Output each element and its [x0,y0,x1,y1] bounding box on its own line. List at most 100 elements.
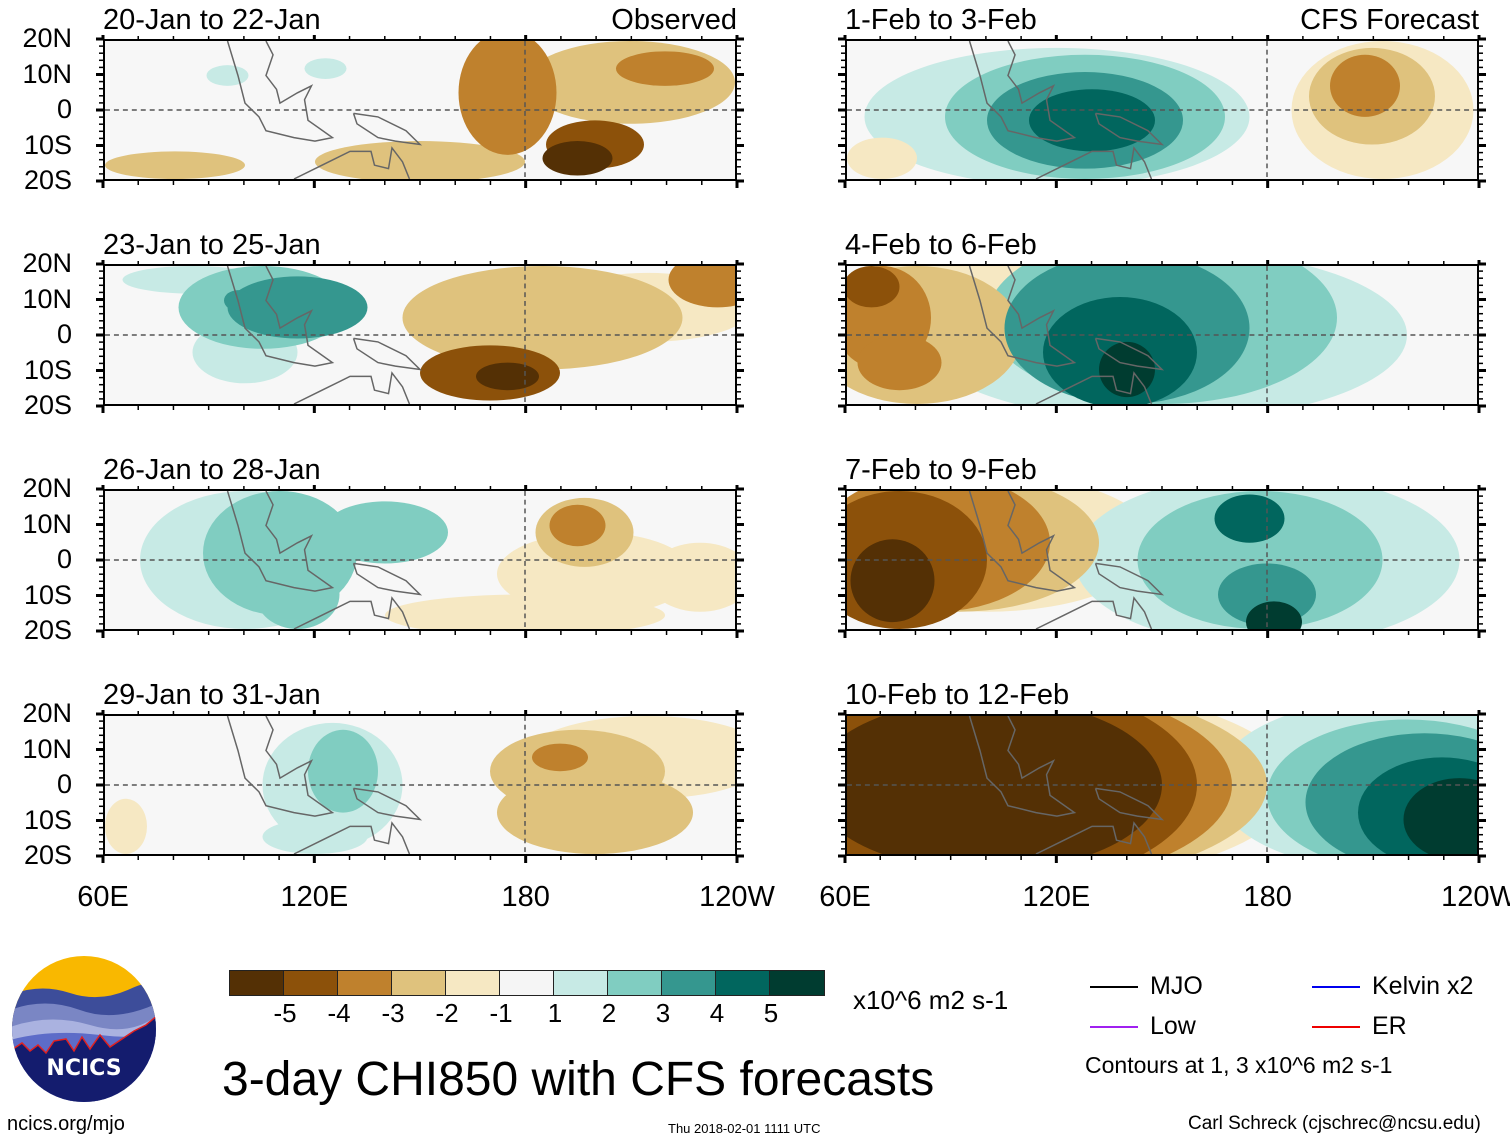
colorbar-tick-label: -1 [489,998,513,1028]
y-tick-label: 10N [22,283,72,314]
anomaly-region [549,504,606,547]
chi850-field [847,491,1477,629]
map-panel [845,489,1479,631]
colorbar-tick-label: -5 [273,998,297,1028]
anomaly-region [315,141,525,179]
coastline [352,337,423,371]
kelvin-line-swatch [1312,985,1360,988]
map-panel [845,39,1479,181]
y-tick-label: 0 [56,544,72,574]
colorbar-tick-label: 5 [763,998,779,1028]
coastline [1035,146,1153,179]
colorbar-tick-label: -3 [381,998,405,1028]
coastline [352,787,423,821]
chi850-field [847,266,1477,404]
y-tick-label: 20N [22,698,72,728]
colorbar-swatch [500,971,554,995]
anomaly-region [255,560,340,629]
chi850-field [847,41,1477,179]
colorbar-swatch [770,971,824,995]
coastline [293,146,411,179]
x-tick-label: 60E [77,881,129,913]
figure-title: 3-day CHI850 with CFS forecasts [222,1053,935,1106]
source-url[interactable]: ncics.org/mjo [7,1113,125,1135]
x-tick-label: 120E [1022,881,1091,913]
coastline [226,41,335,142]
map-panel [103,714,737,856]
y-tick-label: 10N [22,733,72,764]
coastline [293,821,411,854]
y-tick-label: 10S [23,354,72,385]
colorbar-swatch [446,971,500,995]
anomaly-region [616,51,715,86]
legend-label: MJO [1150,972,1203,1000]
timestamp: Thu 2018-02-01 1111 UTC [668,1121,821,1136]
anomaly-region [1246,601,1302,629]
x-tick-label: 120W [699,881,775,913]
anomaly-region [668,266,735,308]
y-tick-label: 0 [56,319,72,349]
colorbar-swatch [662,971,716,995]
anomaly-region [402,266,683,370]
anomaly-region [525,41,735,124]
panel-title: 10-Feb to 12-Feb [845,679,1070,711]
y-tick-label: 20S [23,165,72,195]
anomaly-region [1214,494,1285,543]
colorbar-swatch [392,971,446,995]
coastline [226,266,335,367]
chi850-field [847,716,1477,854]
x-tick-label: 180 [501,881,550,913]
chi850-field [105,491,735,629]
y-tick-label: 20N [22,23,72,53]
er-line-swatch [1312,1025,1360,1028]
anomaly-region [322,501,449,564]
coastline [293,371,411,404]
contours-note: Contours at 1, 3 x10^6 m2 s-1 [1085,1052,1393,1078]
coastline [1035,821,1153,854]
colorbar-tick-label: 1 [547,998,563,1028]
coastline [968,41,1077,142]
chi850-field [105,41,735,179]
forecast-label: CFS Forecast [1300,4,1479,36]
chi850-field [105,266,735,404]
anomaly-region [850,539,935,623]
panel-title: 7-Feb to 9-Feb [845,454,1037,486]
anomaly-region [542,141,613,176]
ncics-logo: NCICS [12,956,156,1102]
coastline [352,112,423,146]
anomaly-region [105,151,245,179]
coastline [1035,596,1153,629]
y-tick-label: 20S [23,615,72,645]
coastline [1094,112,1165,146]
anomaly-region [227,276,368,339]
mjo-line-swatch [1090,985,1138,988]
anomaly-region [206,65,249,86]
colorbar-units: x10^6 m2 s-1 [853,985,1009,1015]
map-panel [845,264,1479,406]
observed-label: Observed [611,4,737,36]
legend-item-kelvin: Kelvin x2 [1312,972,1473,1001]
anomaly-region [497,771,693,854]
legend-label: Low [1150,1012,1196,1040]
panel-title: 29-Jan to 31-Jan [103,679,321,711]
colorbar-swatch [230,971,284,995]
y-tick-label: 10N [22,58,72,89]
coastline [1094,787,1165,821]
x-tick-label: 60E [819,881,871,913]
colorbar-swatch [554,971,608,995]
anomaly-region [1029,89,1155,152]
coastline [293,596,411,629]
anomaly-region [1099,341,1155,398]
map-panel [103,489,737,631]
legend-label: Kelvin x2 [1372,972,1474,1000]
author-credit: Carl Schreck (cjschrec@ncsu.edu) [1188,1113,1481,1134]
colorbar [229,970,825,996]
coastline [1035,371,1153,404]
low-line-swatch [1090,1025,1138,1028]
colorbar-swatch [284,971,338,995]
colorbar-tick-label: 2 [601,998,617,1028]
map-panel [845,714,1479,856]
colorbar-tick-label: 4 [709,998,725,1028]
anomaly-region [857,335,942,391]
anomaly-region [532,743,588,772]
